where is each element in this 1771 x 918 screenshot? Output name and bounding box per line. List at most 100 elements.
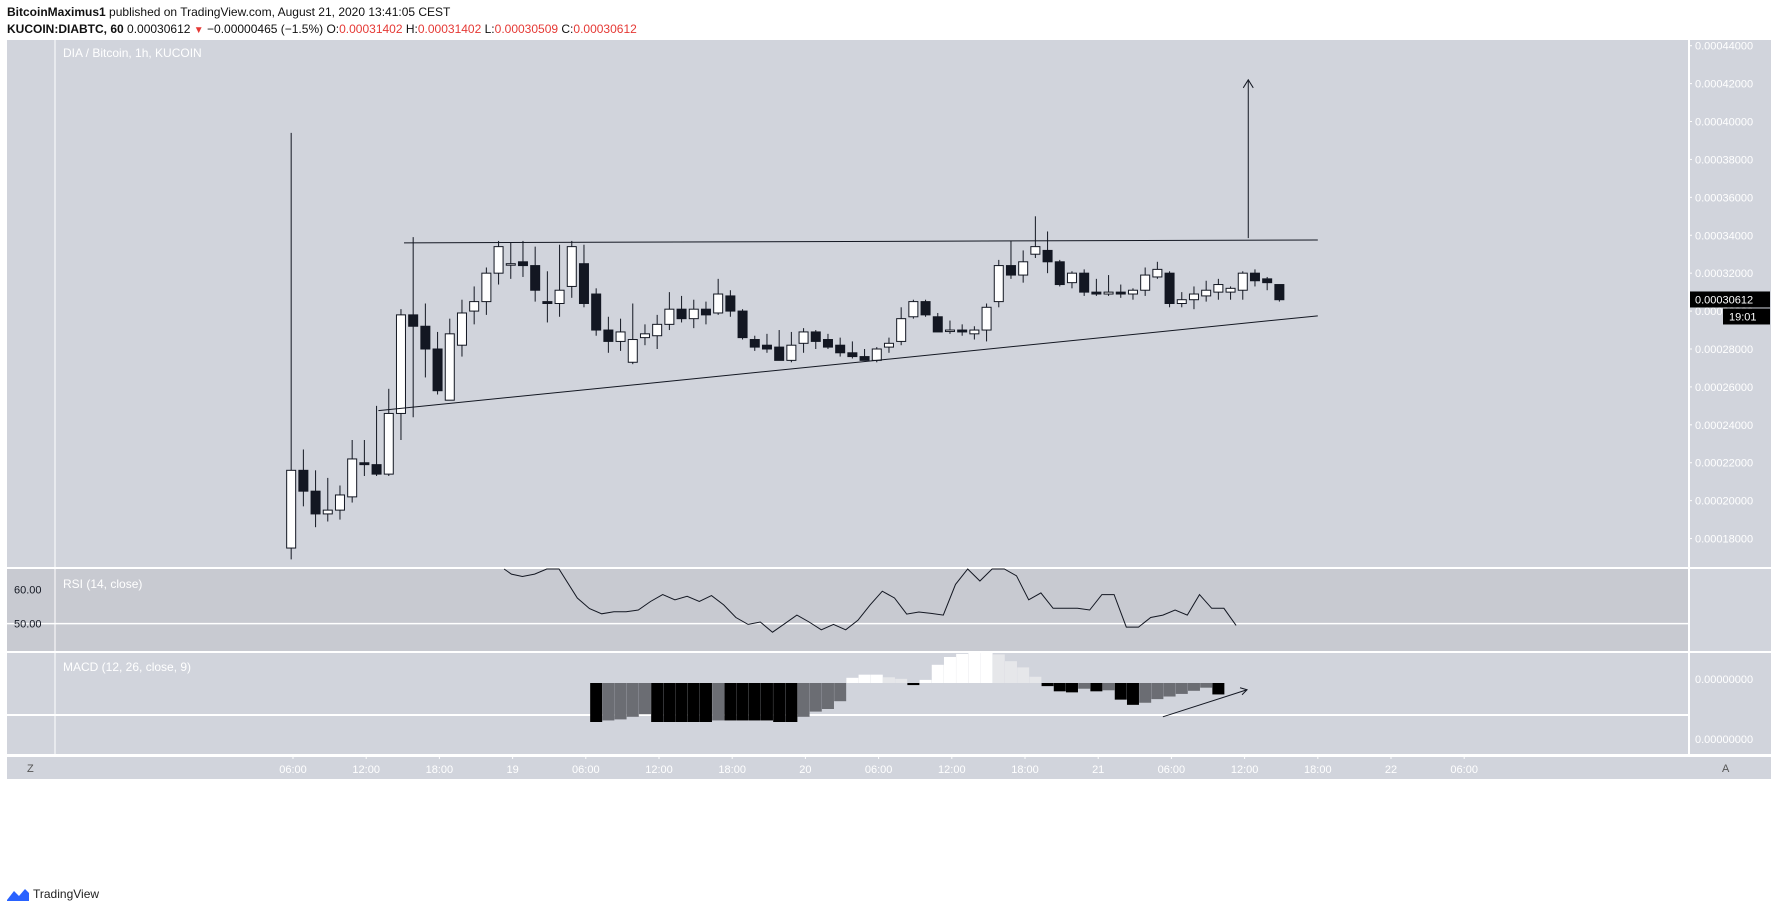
candle [542,271,553,323]
candle [639,324,650,346]
candle-body-up [883,342,894,348]
price-tick-label: 0.00018000 [1695,534,1753,546]
footer: TradingView [7,887,99,901]
candle-body-down [298,469,309,492]
down-arrow-icon: ▼ [193,25,204,36]
candle-body-up [639,333,650,339]
macd-histogram-bar [968,652,981,683]
time-scale-bg[interactable] [7,757,1771,779]
candle-body-down [1164,272,1175,305]
candle-body-up [1176,299,1187,304]
macd-histogram-bar [931,664,944,683]
price-tick-label: 0.00038000 [1695,154,1753,166]
candle [627,303,638,365]
candle-body-up [1140,274,1151,291]
rsi-tick-label: 60.00 [14,585,42,597]
candle [1127,288,1138,300]
candle-body-down [725,295,736,312]
time-tick-label: 06:00 [1158,764,1186,776]
candle [1225,286,1236,300]
candle [1164,271,1175,308]
macd-histogram-bar [1004,661,1017,683]
candle [749,335,760,351]
candle-body-down [1054,261,1065,286]
candle [1066,271,1077,289]
candle-body-down [517,261,528,267]
candle-body-up [688,308,699,320]
candle-body-up [1152,268,1163,278]
price-tick-label: 0.00020000 [1695,496,1753,508]
candle-body-down [603,329,614,342]
candle [1079,269,1090,296]
macd-histogram-bar [992,654,1005,683]
price-scale-bg[interactable] [1690,40,1771,754]
macd-histogram-bar [956,653,969,683]
countdown-text: 19:01 [1729,311,1757,323]
zoom-reset-button[interactable]: Z [27,763,34,775]
candle-body-up [505,263,516,266]
author-name[interactable]: BitcoinMaximus1 [7,5,106,19]
time-tick-label: 12:00 [352,764,380,776]
candle [993,259,1004,308]
candle [432,331,443,395]
candle [883,337,894,353]
candle-body-down [1249,272,1260,282]
candle-body-down [1262,278,1273,284]
candle-body-down [371,464,382,475]
macd-histogram-bar [907,683,920,686]
macd-histogram-bar [1163,683,1176,697]
candle [1262,276,1273,291]
candle-body-down [432,348,443,392]
auto-scale-button[interactable]: A [1722,763,1730,775]
candle-body-up [1213,284,1224,293]
high-value: 0.00031402 [417,22,482,36]
candle [1249,269,1260,287]
price-tick-label: 0.00044000 [1695,41,1753,53]
candle [1115,284,1126,298]
candle [591,288,602,336]
macd-histogram-bar [1151,683,1164,700]
candle [408,237,419,418]
candle-body-down [408,314,419,327]
candle-body-up [1201,289,1212,297]
last-price-marker: 0.00030612 19:01 [1690,291,1770,325]
candle [688,299,699,329]
candle-body-down [835,344,846,354]
price-tick-label: 0.00036000 [1695,192,1753,204]
candle [737,309,748,340]
candle-body-down [578,263,589,304]
candle [578,244,589,308]
candle-body-down [359,462,370,466]
candle [908,299,919,319]
candle-body-down [530,265,541,291]
time-tick-label: 06:00 [572,764,600,776]
price-chart[interactable]: DIA / Bitcoin, 1h, KUCOIN 0.00044000 0.00… [0,40,1771,882]
candle-body-up [286,469,297,549]
footer-brand[interactable]: TradingView [33,887,100,901]
chart-title: DIA / Bitcoin, 1h, KUCOIN [63,46,202,60]
macd-histogram-bar [1126,683,1139,705]
candle-body-up [1237,272,1248,291]
candle-body-down [957,329,968,333]
macd-histogram-bar [675,683,688,722]
time-tick-label: 21 [1092,764,1104,776]
candle-body-up [566,246,577,287]
candle-body-down [542,301,553,304]
time-tick-label: 20 [799,764,811,776]
macd-title: MACD (12, 26, close, 9) [63,660,191,674]
candle [310,470,321,528]
candle-body-up [383,412,394,475]
symbol-label: KUCOIN:DIABTC, 60 [7,22,124,36]
time-tick-label: 18:00 [1011,764,1039,776]
header-line-2: KUCOIN:DIABTC, 60 0.00030612 ▼ −0.000004… [7,22,637,36]
candle-body-up [1225,287,1236,293]
tradingview-logo-icon [7,888,29,901]
candle [786,331,797,363]
candle-body-up [981,306,992,331]
time-tick-label: 12:00 [938,764,966,776]
candle [603,316,614,353]
candle [1103,275,1114,296]
candle-body-up [469,301,480,312]
macd-histogram-bar [1065,683,1078,693]
candle [322,477,333,522]
